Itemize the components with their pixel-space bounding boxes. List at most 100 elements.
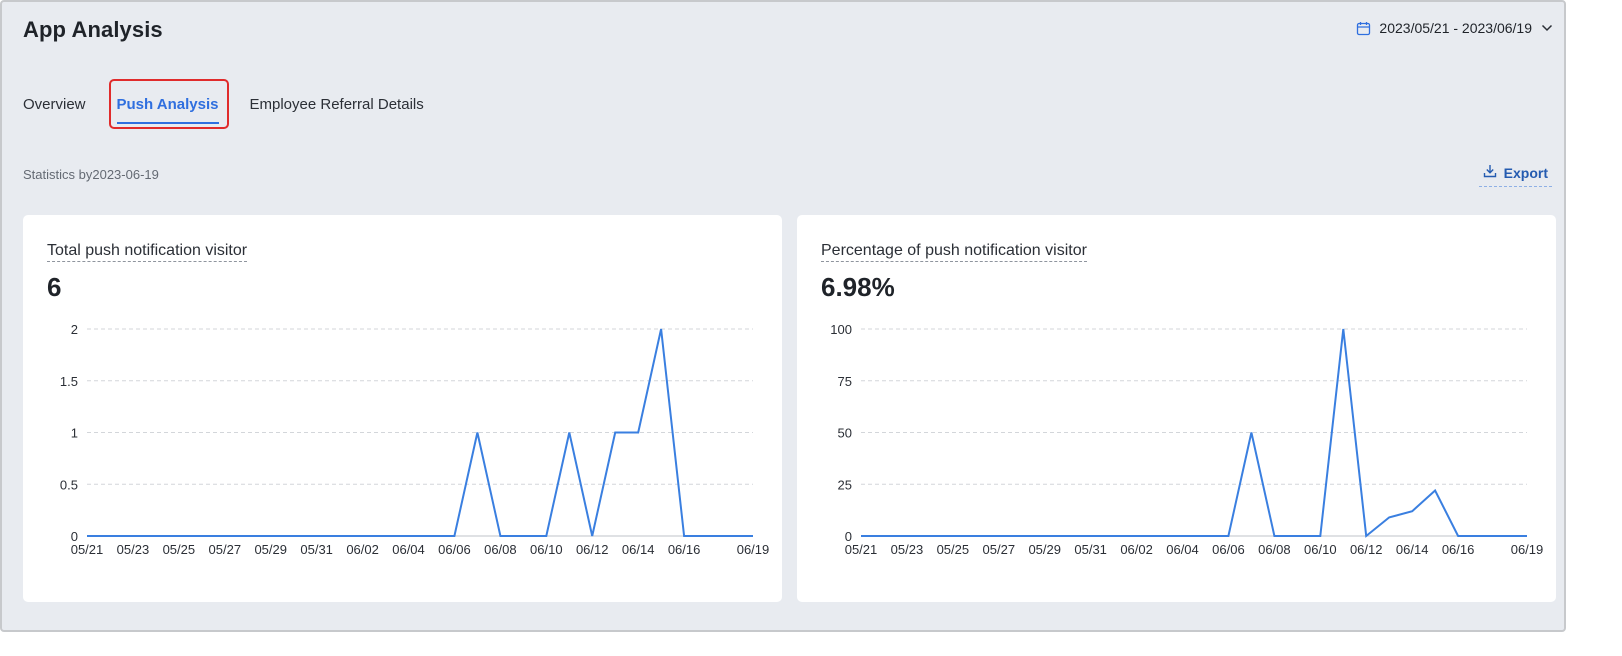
data-point[interactable] (1111, 533, 1117, 539)
data-point[interactable] (1134, 533, 1140, 539)
x-tick-label: 06/16 (1442, 542, 1475, 557)
data-point[interactable] (543, 533, 549, 539)
data-point[interactable] (1478, 533, 1484, 539)
data-point[interactable] (360, 533, 366, 539)
x-tick-label: 06/14 (622, 542, 655, 557)
data-point[interactable] (291, 533, 297, 539)
data-point[interactable] (681, 533, 687, 539)
data-point[interactable] (996, 533, 1002, 539)
x-tick-label: 06/16 (668, 542, 701, 557)
x-tick-label: 06/19 (737, 542, 770, 557)
metric-value: 6.98% (821, 272, 895, 302)
data-point[interactable] (1386, 514, 1392, 520)
data-point[interactable] (199, 533, 205, 539)
data-point[interactable] (727, 533, 733, 539)
data-point[interactable] (1340, 326, 1346, 332)
data-point[interactable] (1409, 508, 1415, 514)
data-point[interactable] (704, 533, 710, 539)
data-point[interactable] (383, 533, 389, 539)
data-point[interactable] (950, 533, 956, 539)
data-point[interactable] (130, 533, 136, 539)
y-tick-label: 25 (838, 477, 852, 492)
export-button[interactable]: Export (1478, 162, 1552, 187)
y-tick-label: 1 (71, 426, 78, 441)
metric-label[interactable]: Total push notification visitor (47, 242, 248, 262)
x-tick-label: 06/14 (1396, 542, 1429, 557)
data-point[interactable] (612, 430, 618, 436)
tab-bar: Overview Push Analysis Employee Referral… (23, 96, 424, 124)
data-point[interactable] (268, 533, 274, 539)
data-point[interactable] (1455, 533, 1461, 539)
x-tick-label: 06/12 (576, 542, 609, 557)
x-tick-label: 06/04 (1166, 542, 1199, 557)
x-tick-label: 06/04 (392, 542, 425, 557)
y-tick-label: 2 (71, 322, 78, 337)
data-point[interactable] (1271, 533, 1277, 539)
data-point[interactable] (107, 533, 113, 539)
x-tick-label: 06/12 (1350, 542, 1383, 557)
y-tick-label: 100 (830, 322, 852, 337)
x-tick-label: 05/21 (71, 542, 104, 557)
data-point[interactable] (881, 533, 887, 539)
x-tick-label: 05/25 (937, 542, 970, 557)
data-point[interactable] (1294, 533, 1300, 539)
data-point[interactable] (658, 326, 664, 332)
x-tick-label: 05/31 (1074, 542, 1107, 557)
data-point[interactable] (1248, 430, 1254, 436)
data-point[interactable] (1524, 533, 1530, 539)
data-point[interactable] (904, 533, 910, 539)
percentage-visitor-line-chart: 0 25 50 75 100 05/21 05/23 05/25 05/27 05/29 05/31… (830, 322, 1544, 557)
data-point[interactable] (1042, 533, 1048, 539)
data-point[interactable] (520, 533, 526, 539)
data-point[interactable] (314, 533, 320, 539)
data-point[interactable] (1157, 533, 1163, 539)
data-point[interactable] (589, 533, 595, 539)
x-tick-label: 05/21 (845, 542, 878, 557)
tab-push-analysis[interactable]: Push Analysis (116, 96, 219, 124)
data-point[interactable] (153, 533, 159, 539)
data-point[interactable] (176, 533, 182, 539)
tab-overview[interactable]: Overview (23, 96, 86, 113)
date-range-picker[interactable]: 2023/05/21 - 2023/06/19 (1356, 20, 1554, 36)
data-point[interactable] (635, 430, 641, 436)
data-point[interactable] (1432, 487, 1438, 493)
x-tick-label: 05/27 (209, 542, 242, 557)
data-point[interactable] (222, 533, 228, 539)
data-point[interactable] (750, 533, 756, 539)
data-point[interactable] (858, 533, 864, 539)
data-point[interactable] (1317, 533, 1323, 539)
data-point[interactable] (406, 533, 412, 539)
metric-label[interactable]: Percentage of push notification visitor (821, 242, 1087, 262)
data-point[interactable] (927, 533, 933, 539)
data-point[interactable] (973, 533, 979, 539)
data-point[interactable] (84, 533, 90, 539)
data-point[interactable] (428, 533, 434, 539)
data-point[interactable] (474, 430, 480, 436)
data-point[interactable] (566, 430, 572, 436)
data-point[interactable] (1202, 533, 1208, 539)
data-point[interactable] (1019, 533, 1025, 539)
data-point[interactable] (1180, 533, 1186, 539)
x-tick-label: 06/02 (1120, 542, 1153, 557)
x-tick-label: 06/06 (438, 542, 471, 557)
tab-employee-referral-details[interactable]: Employee Referral Details (249, 96, 424, 113)
metric-value: 6 (47, 272, 62, 302)
data-point[interactable] (1501, 533, 1507, 539)
data-point[interactable] (1088, 533, 1094, 539)
x-tick-label: 05/29 (254, 542, 287, 557)
x-tick-label: 05/23 (117, 542, 150, 557)
data-point[interactable] (1065, 533, 1071, 539)
data-point[interactable] (1363, 533, 1369, 539)
y-tick-label: 50 (838, 426, 852, 441)
download-icon (1483, 164, 1497, 181)
x-tick-label: 05/25 (163, 542, 196, 557)
data-point[interactable] (497, 533, 503, 539)
data-point[interactable] (451, 533, 457, 539)
x-tick-label: 05/29 (1028, 542, 1061, 557)
data-point[interactable] (1225, 533, 1231, 539)
data-point[interactable] (245, 533, 251, 539)
chevron-down-icon (1540, 21, 1554, 35)
x-tick-label: 06/10 (1304, 542, 1337, 557)
x-tick-label: 06/19 (1511, 542, 1544, 557)
data-point[interactable] (337, 533, 343, 539)
